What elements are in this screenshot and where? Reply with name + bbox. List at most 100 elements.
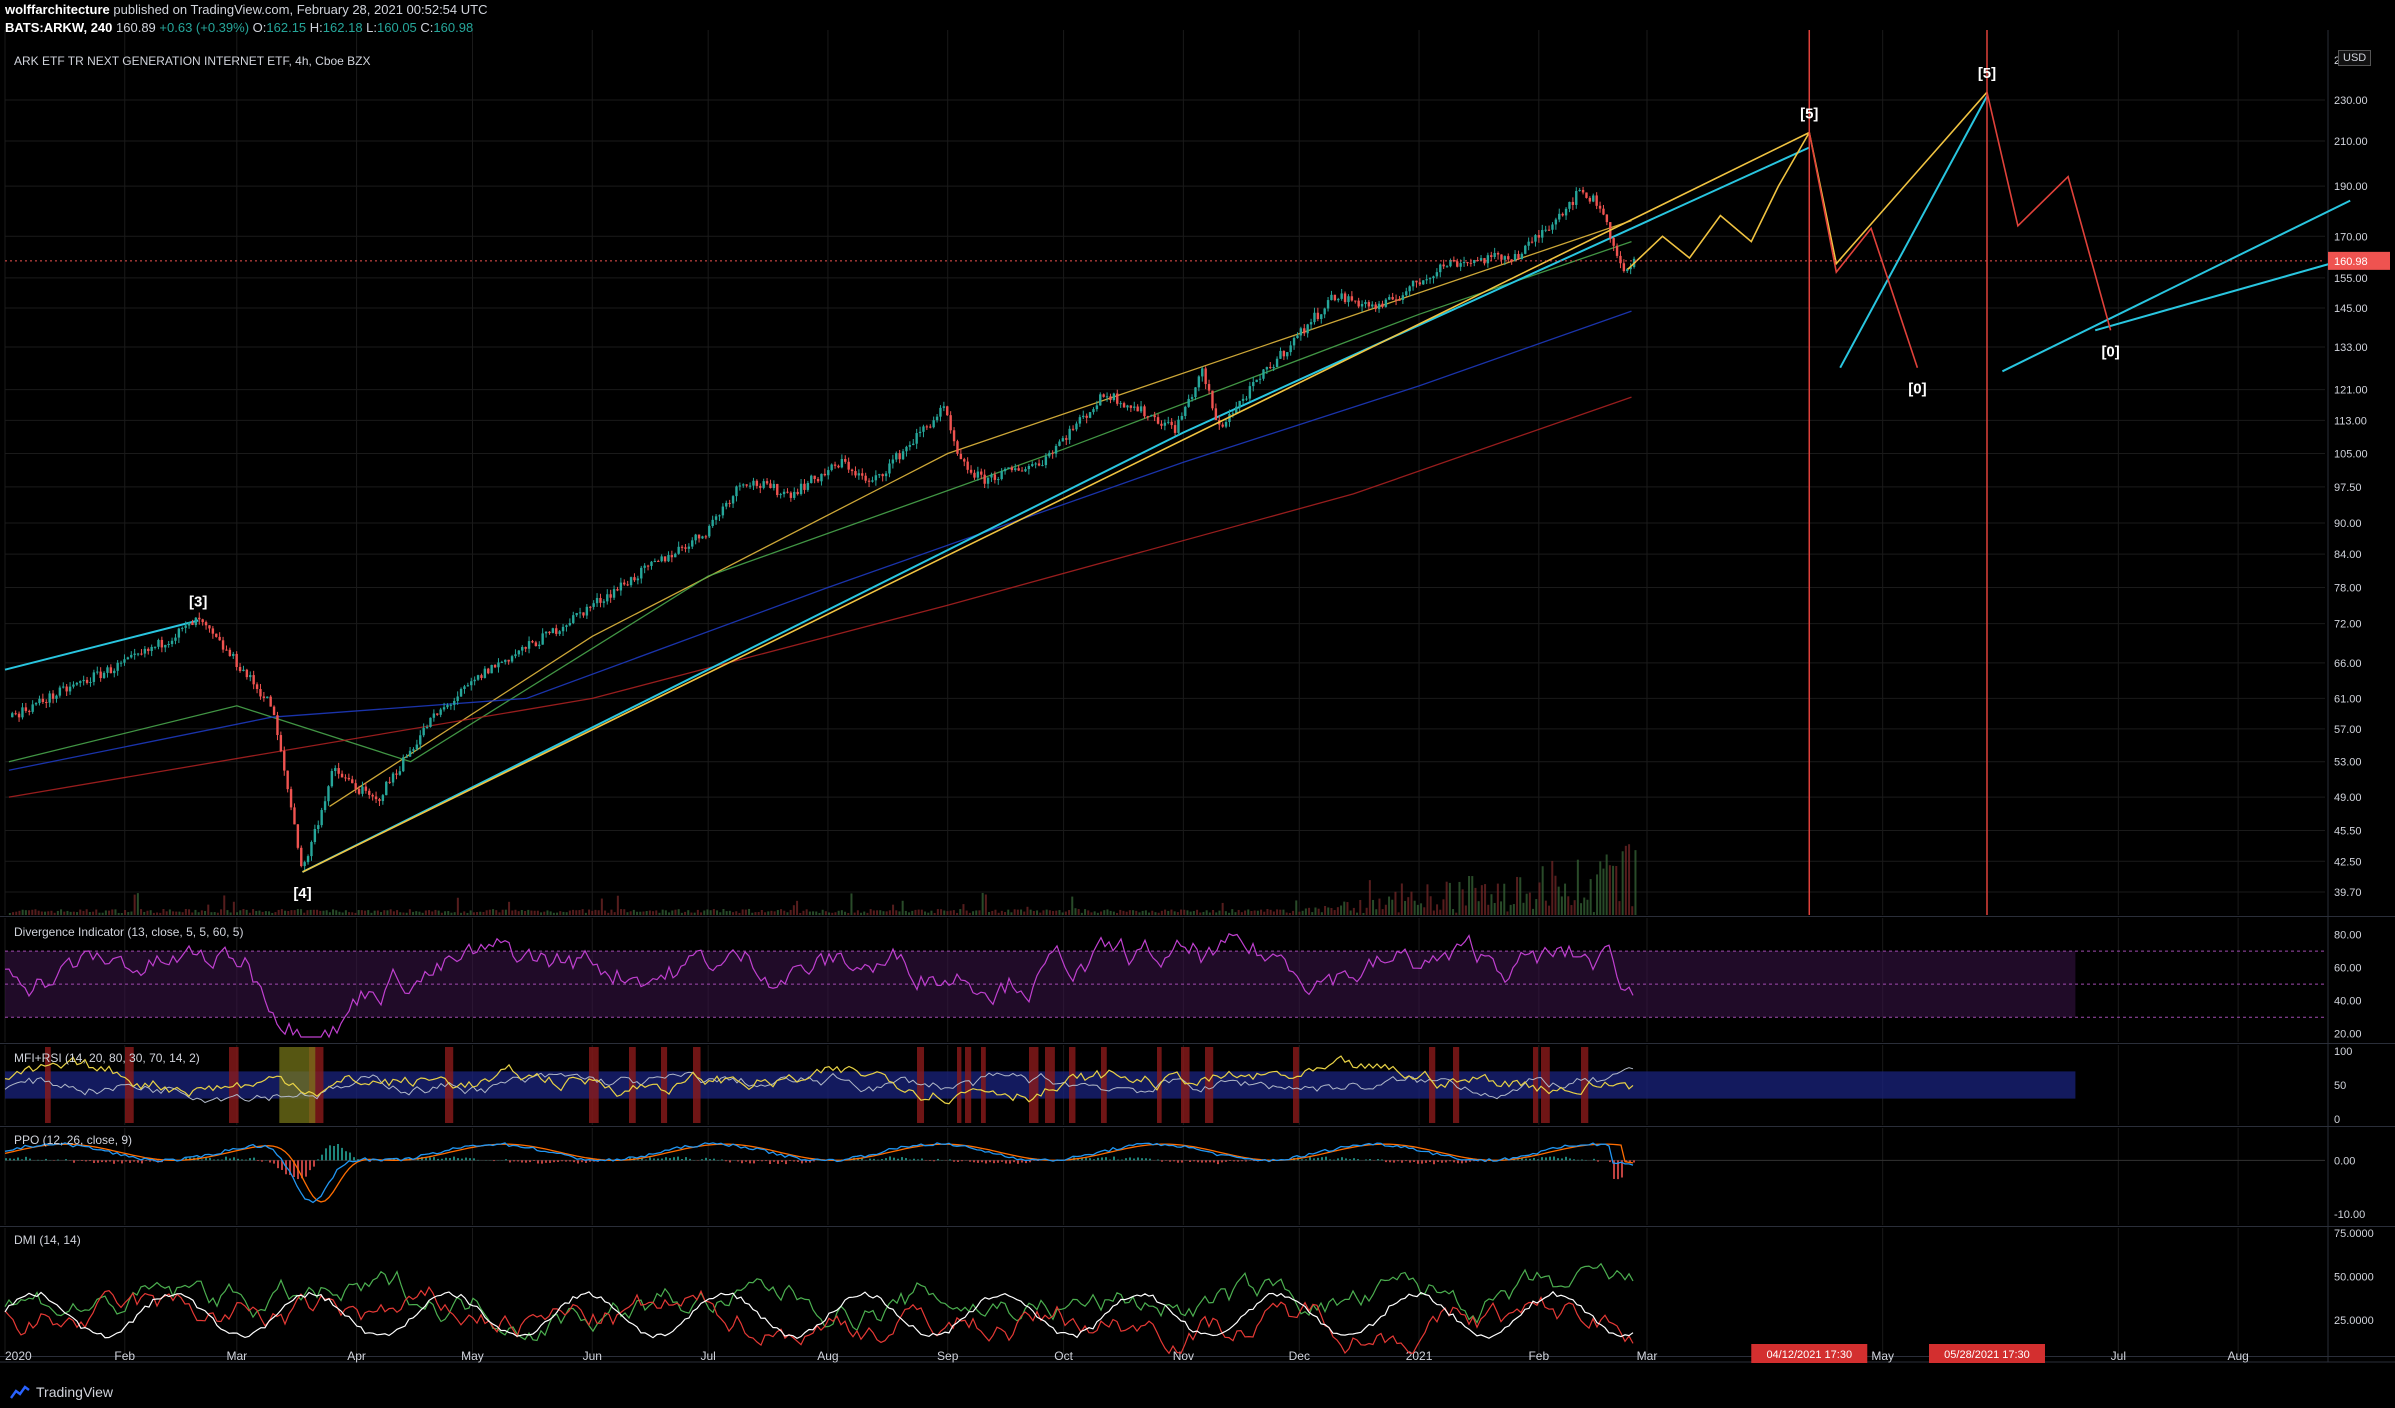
ppo-histogram-bar <box>1393 1160 1395 1163</box>
volume-bar <box>88 911 91 915</box>
candle-body <box>1048 452 1051 457</box>
y-tick-label: 84.00 <box>2334 549 2362 561</box>
volume-bar <box>1253 910 1256 915</box>
volume-bar <box>389 909 392 915</box>
ppo-histogram-bar <box>205 1157 207 1161</box>
adx-line <box>4 1290 1634 1339</box>
volume-bar <box>1077 909 1080 915</box>
ppo-histogram-bar <box>445 1157 447 1161</box>
candle-body <box>221 640 225 650</box>
candle-body <box>1320 314 1323 320</box>
volume-bar <box>69 911 72 915</box>
volume-bar <box>1362 912 1365 915</box>
candle-body <box>174 637 177 641</box>
volume-bar <box>1007 909 1010 915</box>
volume-bar <box>927 912 930 915</box>
volume-bar <box>1087 910 1090 915</box>
volume-bar <box>1000 910 1003 915</box>
candle-body <box>952 430 956 442</box>
volume-bar <box>204 910 207 915</box>
symbol-name[interactable]: BATS:ARKW, 240 <box>5 20 113 35</box>
volume-bar <box>114 909 117 915</box>
ppo-histogram-bar <box>1117 1159 1119 1161</box>
ppo-histogram-bar <box>1473 1160 1475 1162</box>
volume-bar <box>1180 909 1183 915</box>
ppo-histogram-bar <box>657 1158 659 1161</box>
candle-body <box>857 473 861 476</box>
candle-body <box>1343 293 1347 303</box>
volume-bar <box>914 909 917 915</box>
candle-body <box>548 631 551 634</box>
volume-bar <box>572 909 575 915</box>
candle-body <box>1462 262 1466 264</box>
ppo-histogram-bar <box>1457 1160 1459 1164</box>
candle-body <box>901 451 905 460</box>
volume-bar <box>431 911 434 915</box>
volume-bar <box>1621 851 1624 915</box>
candle-body <box>864 475 867 481</box>
volume-bar <box>556 912 559 915</box>
footer-brand[interactable]: TradingView <box>10 1384 113 1400</box>
volume-bar <box>850 893 853 915</box>
candle-body <box>374 796 378 800</box>
volume-bar <box>981 892 984 915</box>
candle-body <box>228 649 232 656</box>
ppo-histogram-bar <box>1541 1157 1543 1161</box>
ppo-histogram-bar <box>17 1157 19 1161</box>
candle-body <box>340 773 344 778</box>
publisher-name[interactable]: wolffarchitecture <box>5 2 110 17</box>
candle-body <box>1592 195 1595 202</box>
candle-body <box>993 474 997 480</box>
volume-bar <box>207 904 210 915</box>
candle-body <box>850 469 854 472</box>
volume-bar <box>860 912 863 915</box>
volume-bar <box>1573 900 1576 915</box>
ppo-histogram-bar <box>1517 1159 1519 1161</box>
ppo-histogram-bar <box>721 1159 723 1161</box>
candle-body <box>1316 312 1320 320</box>
volume-bar <box>700 912 703 915</box>
volume-bar <box>1263 911 1266 915</box>
candle-body <box>969 469 973 473</box>
candle-body <box>813 475 816 480</box>
mfi-highlight <box>1533 1047 1539 1123</box>
y-tick-label: 105.00 <box>2334 449 2368 461</box>
ppo-histogram-bar <box>637 1159 639 1161</box>
currency-badge[interactable]: USD <box>2338 50 2372 66</box>
candle-body <box>1496 253 1500 255</box>
ppo-histogram-bar <box>1357 1159 1359 1161</box>
ppo-histogram-bar <box>1169 1160 1171 1162</box>
volume-bar <box>712 909 715 915</box>
volume-bar <box>610 909 613 915</box>
ppo-histogram-bar <box>141 1160 143 1164</box>
volume-bar <box>821 909 824 915</box>
candle-body <box>527 641 531 649</box>
candle-body <box>1357 300 1360 307</box>
wave-label-3: [5] <box>1978 65 1996 82</box>
candle-body <box>1595 195 1598 206</box>
candle-body <box>419 735 422 745</box>
candle-body <box>1398 299 1401 301</box>
mfi-highlight <box>1181 1047 1190 1123</box>
candle-body <box>1017 468 1020 471</box>
ppo-histogram-bar <box>117 1160 119 1162</box>
volume-bar <box>815 911 818 915</box>
candle-body <box>391 773 395 783</box>
ppo-histogram-bar <box>1097 1157 1099 1161</box>
ppo-histogram-bar <box>1381 1159 1383 1161</box>
candle-body <box>1354 300 1357 302</box>
ppo-histogram-bar <box>253 1157 255 1161</box>
candle-body <box>976 471 980 478</box>
ppo-histogram-bar <box>1193 1160 1195 1162</box>
low-label: L: <box>366 20 378 35</box>
ppo-histogram-bar <box>1157 1159 1159 1161</box>
ppo-histogram-bar <box>545 1160 547 1163</box>
candle-body <box>1510 259 1513 262</box>
mfi-highlight <box>661 1047 668 1123</box>
ppo-histogram-bar <box>905 1158 907 1161</box>
volume-bar <box>629 911 632 915</box>
ppo-histogram-bar <box>513 1160 515 1162</box>
ppo-histogram-bar <box>761 1160 763 1162</box>
candle-body <box>531 641 534 643</box>
